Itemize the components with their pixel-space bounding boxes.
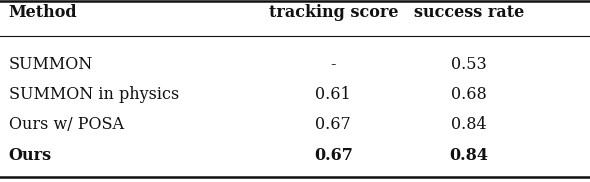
Text: 0.67: 0.67 bbox=[314, 147, 353, 164]
Text: -: - bbox=[330, 56, 336, 73]
Text: Ours: Ours bbox=[9, 147, 52, 164]
Text: 0.61: 0.61 bbox=[316, 86, 351, 103]
Text: 0.84: 0.84 bbox=[450, 147, 489, 164]
Text: tracking score: tracking score bbox=[268, 4, 398, 21]
Text: 0.68: 0.68 bbox=[451, 86, 487, 103]
Text: success rate: success rate bbox=[414, 4, 524, 21]
Text: 0.84: 0.84 bbox=[451, 116, 487, 133]
Text: 0.67: 0.67 bbox=[316, 116, 351, 133]
Text: Method: Method bbox=[9, 4, 77, 21]
Text: 0.53: 0.53 bbox=[451, 56, 487, 73]
Text: SUMMON in physics: SUMMON in physics bbox=[9, 86, 179, 103]
Text: SUMMON: SUMMON bbox=[9, 56, 93, 73]
Text: Ours w/ POSA: Ours w/ POSA bbox=[9, 116, 124, 133]
